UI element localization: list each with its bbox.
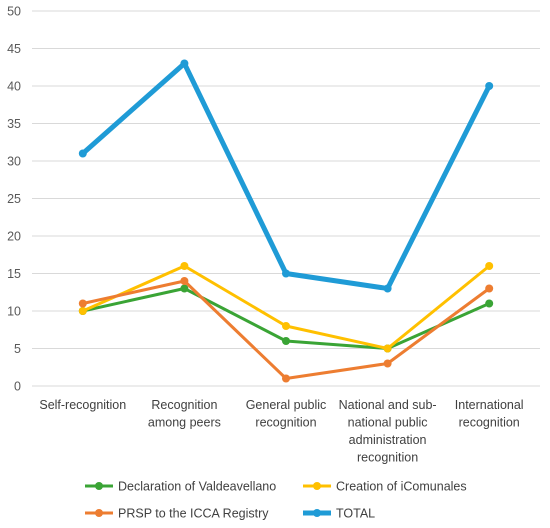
data-point (78, 299, 87, 308)
x-category-label: recognition (255, 416, 316, 430)
data-point (282, 374, 290, 383)
y-tick-label: 30 (7, 155, 21, 169)
legend: Declaration of Valdeavellano Creation of … (85, 480, 467, 521)
data-point (180, 277, 189, 285)
legend-label: PRSP to the ICCA Registry (118, 507, 269, 521)
legend-label: Creation of iComunales (336, 480, 467, 494)
legend-item: TOTAL (303, 507, 375, 521)
data-point (78, 149, 87, 158)
series-3 (78, 59, 494, 293)
legend-label: TOTAL (336, 507, 375, 521)
x-category-label: among peers (148, 416, 221, 430)
gridlines (32, 10, 540, 387)
y-tick-label: 5 (14, 342, 21, 356)
legend-item: Creation of iComunales (303, 480, 467, 494)
y-tick-label: 20 (7, 230, 21, 244)
data-point (282, 322, 290, 330)
data-point (180, 59, 189, 68)
y-tick-label: 35 (7, 117, 21, 131)
data-point (485, 284, 494, 293)
data-point (282, 337, 290, 345)
x-category-label: national public (348, 416, 428, 430)
series-line (82, 264, 491, 350)
y-tick-label: 50 (7, 5, 21, 19)
x-category-label: recognition (459, 416, 520, 430)
data-point (485, 82, 494, 90)
x-axis-categories: Self-recognition Recognition among peers Ge… (39, 398, 523, 465)
series-0 (78, 284, 494, 353)
x-category-label: General public (246, 398, 327, 412)
data-point (180, 284, 189, 293)
y-tick-label: 10 (7, 305, 21, 319)
series-1 (78, 262, 494, 353)
y-tick-label: 25 (7, 192, 21, 206)
data-point (282, 269, 290, 278)
y-tick-label: 40 (7, 80, 21, 94)
data-point (485, 262, 494, 270)
x-category-label: Recognition (151, 398, 217, 412)
legend-marker (313, 482, 321, 490)
data-point (383, 344, 392, 353)
data-point (485, 299, 494, 308)
legend-marker (95, 509, 103, 517)
series-2 (78, 277, 494, 383)
legend-marker (313, 509, 321, 517)
data-point (383, 284, 392, 293)
x-category-label: International (455, 398, 524, 412)
legend-item: PRSP to the ICCA Registry (85, 507, 269, 521)
y-axis-ticks: 0 5 10 15 20 25 30 35 40 45 50 (7, 5, 21, 394)
legend-label: Declaration of Valdeavellano (118, 480, 276, 494)
y-tick-label: 45 (7, 42, 21, 56)
y-tick-label: 0 (14, 380, 21, 394)
data-point (180, 262, 189, 270)
data-point (383, 359, 392, 368)
x-category-label: recognition (357, 451, 418, 465)
x-category-label: administration (349, 433, 427, 447)
series-line (81, 61, 492, 291)
y-tick-label: 15 (7, 267, 21, 281)
data-point (78, 307, 87, 315)
x-category-label: National and sub- (339, 398, 437, 412)
series-lines (78, 59, 494, 383)
legend-item: Declaration of Valdeavellano (85, 480, 276, 494)
legend-marker (95, 482, 103, 490)
x-category-label: Self-recognition (39, 398, 126, 412)
